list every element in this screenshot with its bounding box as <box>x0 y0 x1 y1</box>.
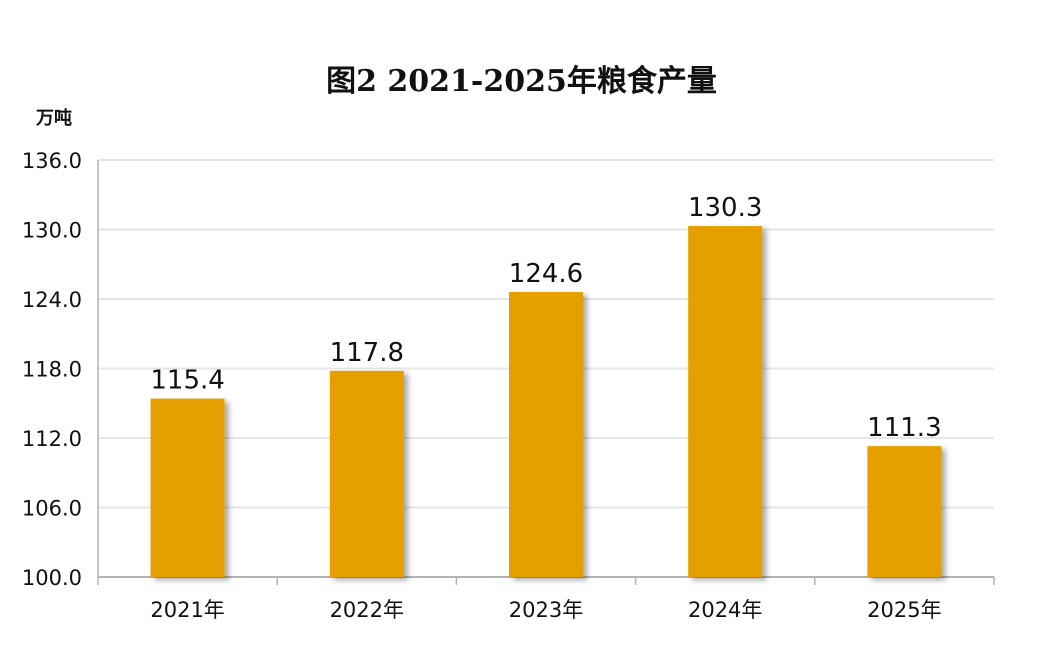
x-tick-label: 2025年 <box>867 598 941 622</box>
bar <box>509 292 583 577</box>
y-tick-label: 106.0 <box>22 497 82 521</box>
y-tick-label: 124.0 <box>22 288 82 312</box>
x-tick-label: 2022年 <box>330 598 404 622</box>
bar <box>329 370 404 577</box>
data-label: 111.3 <box>867 413 941 443</box>
y-tick-label: 130.0 <box>22 219 82 243</box>
x-tick-label: 2021年 <box>150 598 224 622</box>
y-tick-label: 100.0 <box>22 566 82 590</box>
bar <box>688 226 763 577</box>
y-tick-label: 118.0 <box>22 358 82 382</box>
bar <box>150 398 225 577</box>
data-label: 117.8 <box>330 338 404 368</box>
y-axis-unit-label: 万吨 <box>36 108 72 129</box>
x-tick-label: 2023年 <box>509 598 583 622</box>
y-tick-label: 136.0 <box>22 149 82 173</box>
y-tick-label: 112.0 <box>22 427 82 451</box>
data-label: 115.4 <box>150 366 224 396</box>
chart-title: 图2 2021-2025年粮食产量 <box>326 64 717 99</box>
data-label: 130.3 <box>688 193 762 223</box>
x-tick-label: 2024年 <box>688 598 762 622</box>
bar <box>867 446 942 577</box>
data-label: 124.6 <box>509 259 583 289</box>
